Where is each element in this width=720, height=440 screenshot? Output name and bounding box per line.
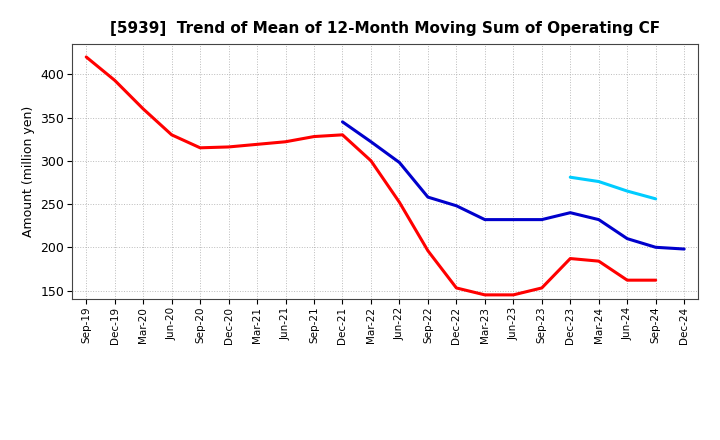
- 3 Years: [566, 256, 575, 261]
- 3 Years: [480, 292, 489, 297]
- 3 Years: [652, 278, 660, 283]
- 3 Years: [82, 54, 91, 59]
- 3 Years: [509, 292, 518, 297]
- 5 Years: [652, 245, 660, 250]
- 5 Years: [623, 236, 631, 241]
- 5 Years: [537, 217, 546, 222]
- 3 Years: [595, 258, 603, 264]
- 3 Years: [623, 278, 631, 283]
- 7 Years: [652, 196, 660, 202]
- 3 Years: [452, 285, 461, 290]
- 3 Years: [167, 132, 176, 137]
- 5 Years: [395, 160, 404, 165]
- 3 Years: [366, 158, 375, 163]
- 5 Years: [680, 246, 688, 252]
- 3 Years: [253, 142, 261, 147]
- 3 Years: [225, 144, 233, 150]
- Y-axis label: Amount (million yen): Amount (million yen): [22, 106, 35, 237]
- 3 Years: [139, 106, 148, 111]
- 5 Years: [423, 194, 432, 200]
- 3 Years: [110, 78, 119, 83]
- 5 Years: [595, 217, 603, 222]
- Line: 7 Years: 7 Years: [570, 177, 656, 199]
- 3 Years: [282, 139, 290, 144]
- 3 Years: [423, 248, 432, 253]
- Line: 5 Years: 5 Years: [343, 122, 684, 249]
- 5 Years: [566, 210, 575, 215]
- Line: 3 Years: 3 Years: [86, 57, 656, 295]
- 5 Years: [338, 119, 347, 125]
- 3 Years: [395, 200, 404, 205]
- 7 Years: [595, 179, 603, 184]
- 3 Years: [338, 132, 347, 137]
- 5 Years: [366, 139, 375, 144]
- 5 Years: [509, 217, 518, 222]
- 3 Years: [196, 145, 204, 150]
- 5 Years: [452, 203, 461, 209]
- 7 Years: [566, 175, 575, 180]
- Title: [5939]  Trend of Mean of 12-Month Moving Sum of Operating CF: [5939] Trend of Mean of 12-Month Moving …: [110, 21, 660, 36]
- 3 Years: [537, 285, 546, 290]
- 7 Years: [623, 188, 631, 194]
- 5 Years: [480, 217, 489, 222]
- 3 Years: [310, 134, 318, 139]
